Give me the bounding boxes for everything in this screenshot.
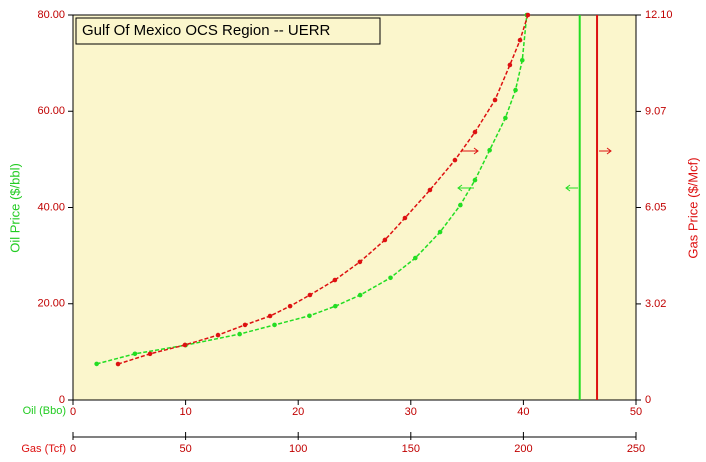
point — [472, 129, 478, 135]
point — [272, 322, 277, 328]
y2-tick-label: 3.02 — [645, 298, 666, 310]
y2-tick-label: 12.10 — [645, 9, 673, 21]
y-tick-label: 0 — [59, 394, 65, 406]
point — [402, 215, 408, 221]
point — [525, 12, 531, 18]
y2-axis-label: Gas Price ($/Mcf) — [685, 157, 700, 258]
point — [267, 313, 273, 319]
y-axis-label: Oil Price ($/bbl) — [7, 163, 22, 253]
point — [507, 62, 513, 68]
y-tick-label: 20.00 — [37, 298, 65, 310]
x-tick-label: 10 — [179, 406, 191, 418]
point — [287, 303, 293, 309]
point — [333, 303, 338, 309]
gas-arrow — [462, 147, 479, 155]
y2-tick-label: 0 — [645, 394, 651, 406]
title-box — [75, 17, 381, 45]
point — [307, 313, 312, 319]
point — [388, 275, 393, 281]
point — [237, 331, 242, 337]
point — [307, 292, 313, 298]
point — [487, 147, 492, 153]
arrows — [457, 147, 612, 192]
point — [215, 332, 221, 338]
point — [519, 57, 525, 63]
point — [513, 87, 518, 93]
oil-arrow — [457, 184, 474, 192]
x-tick-label: 0 — [70, 406, 76, 418]
point — [437, 229, 443, 235]
y2-tick-label: 6.05 — [645, 201, 666, 213]
y-tick-label: 40.00 — [37, 201, 65, 213]
x-tick-label: 50 — [630, 406, 642, 418]
point — [413, 255, 418, 261]
x2-axis-label: Gas (Tcf) — [21, 443, 66, 455]
point — [357, 292, 363, 298]
point — [147, 351, 153, 357]
x2-tick-label: 100 — [289, 443, 307, 455]
point — [94, 361, 99, 367]
series-line — [96, 14, 528, 365]
point — [357, 259, 363, 265]
x-axis-label: Oil (Bbo) — [23, 405, 66, 417]
x2-tick-label: 50 — [179, 443, 191, 455]
x2-tick-label: 250 — [627, 443, 645, 455]
x-tick-label: 20 — [292, 406, 304, 418]
oil-arrow — [565, 184, 578, 192]
chart-title: Gulf Of Mexico OCS Region -- UERR — [82, 22, 331, 39]
point — [472, 177, 478, 183]
point — [458, 202, 463, 208]
point — [492, 97, 498, 103]
point — [517, 37, 523, 43]
x2-tick-label: 0 — [70, 443, 76, 455]
point — [182, 342, 188, 348]
y-tick-label: 60.00 — [37, 105, 65, 117]
y2-tick-label: 9.07 — [645, 105, 666, 117]
x-tick-label: 30 — [405, 406, 417, 418]
point — [427, 187, 433, 193]
y-tick-label: 80.00 — [37, 9, 65, 21]
point — [503, 115, 508, 121]
x2-tick-label: 200 — [514, 443, 532, 455]
x-tick-label: 40 — [517, 406, 529, 418]
plot-area — [72, 14, 637, 401]
point — [452, 157, 458, 163]
point — [242, 322, 248, 328]
point — [382, 237, 388, 243]
point — [115, 361, 121, 367]
point — [132, 351, 138, 357]
gas-arrow — [599, 147, 612, 155]
point — [332, 277, 338, 283]
x2-tick-label: 150 — [402, 443, 420, 455]
